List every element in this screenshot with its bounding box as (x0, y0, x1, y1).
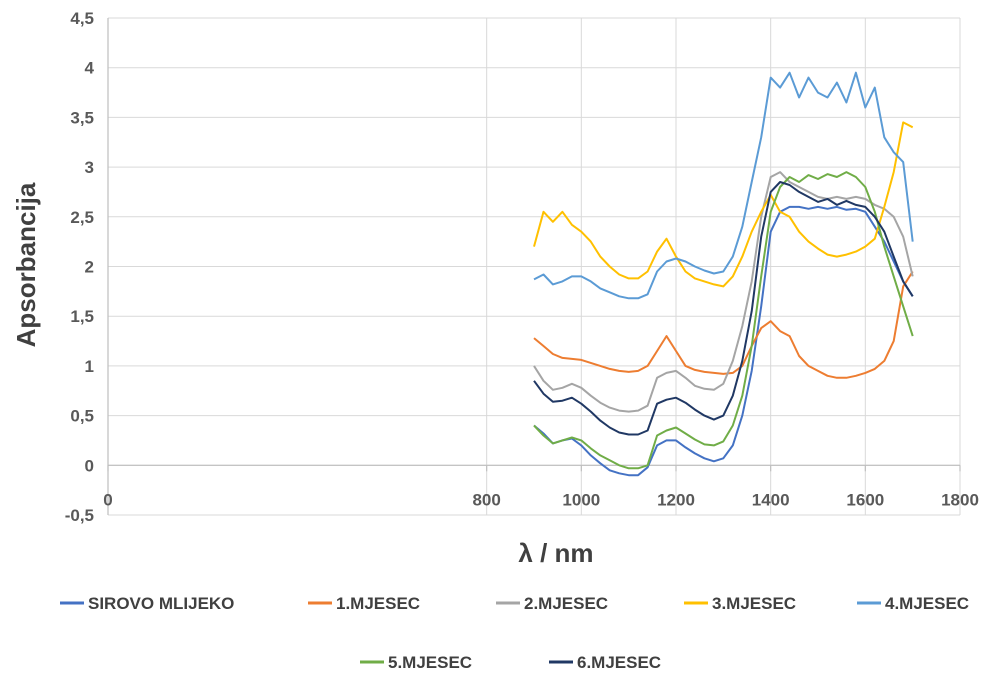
grid (107, 17, 961, 516)
y-tick-label: -0,5 (65, 506, 94, 525)
legend-label: SIROVO MLIJEKO (88, 594, 234, 613)
legend-label: 2.MJESEC (524, 594, 608, 613)
series-line-3 (533, 171, 914, 413)
y-axis-title: Apsorbancija (11, 182, 41, 347)
x-tick-labels: 0 800 1000 1200 1400 1600 1800 (103, 490, 979, 509)
legend-label: 1.MJESEC (336, 594, 420, 613)
legend-label: 6.MJESEC (577, 653, 661, 672)
x-tick-label: 1200 (657, 490, 695, 509)
y-tick-label: 1 (85, 357, 94, 376)
y-tick-label: 3 (85, 158, 94, 177)
y-tick-label: 1,5 (70, 307, 94, 326)
series-lines (533, 71, 914, 477)
y-tick-label: 2 (85, 258, 94, 277)
legend-label: 5.MJESEC (388, 653, 472, 672)
legend: SIROVO MLIJEKO 1.MJESEC 2.MJESEC 3.MJESEC 4.… (60, 594, 969, 672)
x-tick-label: 800 (472, 490, 500, 509)
y-tick-label: 0 (85, 456, 94, 475)
y-tick-label: 4 (85, 59, 95, 78)
series-line-6 (533, 171, 914, 470)
series-line-5 (533, 71, 914, 300)
x-tick-label: 1000 (562, 490, 600, 509)
y-tick-label: 0,5 (70, 407, 94, 426)
series-line-2 (533, 270, 914, 379)
y-tick-label: 2,5 (70, 208, 94, 227)
series-line-7 (533, 181, 914, 436)
legend-label: 3.MJESEC (712, 594, 796, 613)
series-line-1 (533, 205, 914, 477)
y-tick-label: 4,5 (70, 9, 94, 28)
x-axis-title: λ / nm (518, 538, 593, 568)
x-tick-label: 0 (103, 490, 112, 509)
y-tick-labels: -0,5 0 0,5 1 1,5 2 2,5 3 3,5 4 4,5 (65, 9, 95, 525)
x-tick-label: 1400 (752, 490, 790, 509)
x-tick-label: 1600 (846, 490, 884, 509)
legend-label: 4.MJESEC (885, 594, 969, 613)
series-line-4 (533, 121, 914, 288)
y-tick-label: 3,5 (70, 108, 94, 127)
x-tick-label: 1800 (941, 490, 979, 509)
